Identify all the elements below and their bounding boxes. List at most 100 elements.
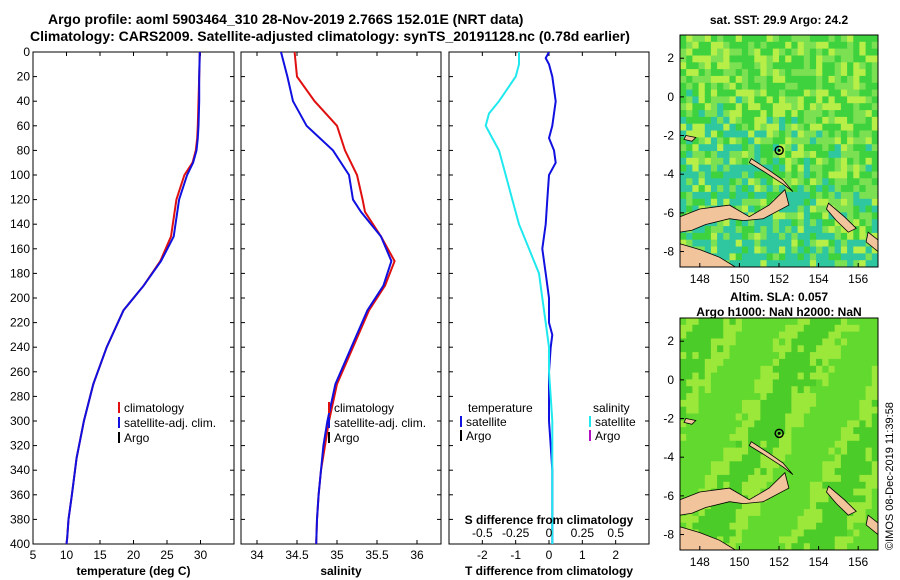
map-cell — [717, 164, 724, 172]
map-cell — [803, 82, 811, 91]
map-cell — [717, 110, 724, 118]
map-cell — [766, 427, 774, 435]
map-cell — [791, 447, 799, 455]
map-cell — [698, 178, 706, 186]
map-cell — [748, 488, 755, 496]
map-cell — [680, 55, 687, 63]
map-cell — [791, 232, 799, 241]
map-cell — [766, 434, 774, 442]
map-cell — [686, 393, 693, 401]
map-cell — [865, 164, 873, 172]
map-cell — [754, 338, 761, 346]
map-cell — [686, 386, 693, 394]
map-cell — [865, 488, 873, 496]
x-tick-label: -1 — [510, 548, 521, 562]
map-cell — [754, 529, 761, 537]
map-x-tick-label: 154 — [809, 272, 829, 286]
y-tick-label: 40 — [17, 94, 31, 108]
map-cell — [785, 123, 792, 131]
map-cell — [692, 461, 700, 469]
map-cell — [735, 103, 743, 111]
map-cell — [803, 543, 811, 551]
map-cell — [822, 103, 829, 111]
y-tick-label: 380 — [10, 512, 30, 526]
map-cell — [834, 123, 842, 131]
map-cell — [865, 103, 873, 111]
map-cell — [803, 103, 811, 111]
map-cell — [803, 393, 811, 401]
map-cell — [865, 543, 873, 551]
map-cell — [772, 103, 780, 111]
map-cell — [809, 89, 817, 97]
map-cell — [816, 543, 823, 551]
map-cell — [748, 110, 755, 118]
map-cell — [816, 345, 823, 353]
map-cell — [717, 151, 724, 159]
map-cell — [686, 89, 693, 97]
map-cell — [748, 55, 755, 63]
map-cell — [847, 386, 854, 394]
map-cell — [785, 509, 792, 517]
map-cell — [692, 427, 700, 435]
map-cell — [859, 379, 867, 387]
map-cell — [680, 116, 687, 125]
map-cell — [766, 481, 774, 490]
map-cell — [859, 171, 867, 179]
map-cell — [729, 246, 737, 254]
map-cell — [797, 372, 805, 380]
map-cell — [710, 468, 718, 476]
map-cell — [748, 434, 755, 442]
map-y-tick-label: 0 — [667, 373, 674, 387]
map-cell — [822, 509, 829, 517]
map-cell — [809, 35, 817, 43]
map-cell — [760, 191, 768, 200]
map-cell — [692, 232, 700, 241]
map-cell — [779, 536, 786, 544]
map-cell — [717, 82, 724, 91]
map-cell — [772, 509, 780, 517]
map-panel-3 — [679, 34, 879, 268]
map-cell — [871, 358, 879, 367]
map-cell — [834, 509, 842, 517]
map-cell — [741, 205, 749, 213]
map-cell — [698, 515, 706, 524]
map-cell — [797, 205, 805, 213]
map-cell — [828, 75, 836, 84]
map-cell — [859, 318, 867, 326]
map-cell — [729, 420, 737, 428]
map-cell — [710, 239, 718, 247]
map-cell — [859, 352, 867, 360]
map-cell — [754, 226, 761, 234]
map-cell — [735, 35, 743, 43]
map-cell — [779, 219, 786, 227]
map-cell — [803, 130, 811, 138]
map-cell — [853, 75, 860, 84]
map-cell — [766, 502, 774, 510]
map-cell — [871, 82, 879, 91]
map-cell — [779, 345, 786, 353]
map-cell — [797, 488, 805, 496]
x-tick-label: 34.5 — [285, 548, 309, 562]
map-cell — [680, 151, 687, 159]
map-cell — [822, 372, 829, 380]
map-cell — [834, 522, 842, 530]
map-cell — [797, 352, 805, 360]
map-cell — [785, 103, 792, 111]
map-cell — [772, 331, 780, 339]
map-cell — [680, 345, 687, 353]
map-cell — [779, 82, 786, 91]
map-cell — [710, 41, 718, 50]
map-cell — [729, 137, 737, 145]
map-cell — [803, 123, 811, 131]
map-cell — [816, 406, 823, 414]
map-cell — [816, 440, 823, 449]
map-cell — [698, 454, 706, 462]
map-cell — [748, 529, 755, 537]
map-cell — [791, 157, 799, 166]
map-cell — [779, 110, 786, 118]
map-cell — [686, 427, 693, 435]
map-cell — [729, 393, 737, 401]
map-y-tick-label: -4 — [663, 450, 674, 464]
map-cell — [853, 239, 860, 247]
map-cell — [692, 55, 700, 63]
